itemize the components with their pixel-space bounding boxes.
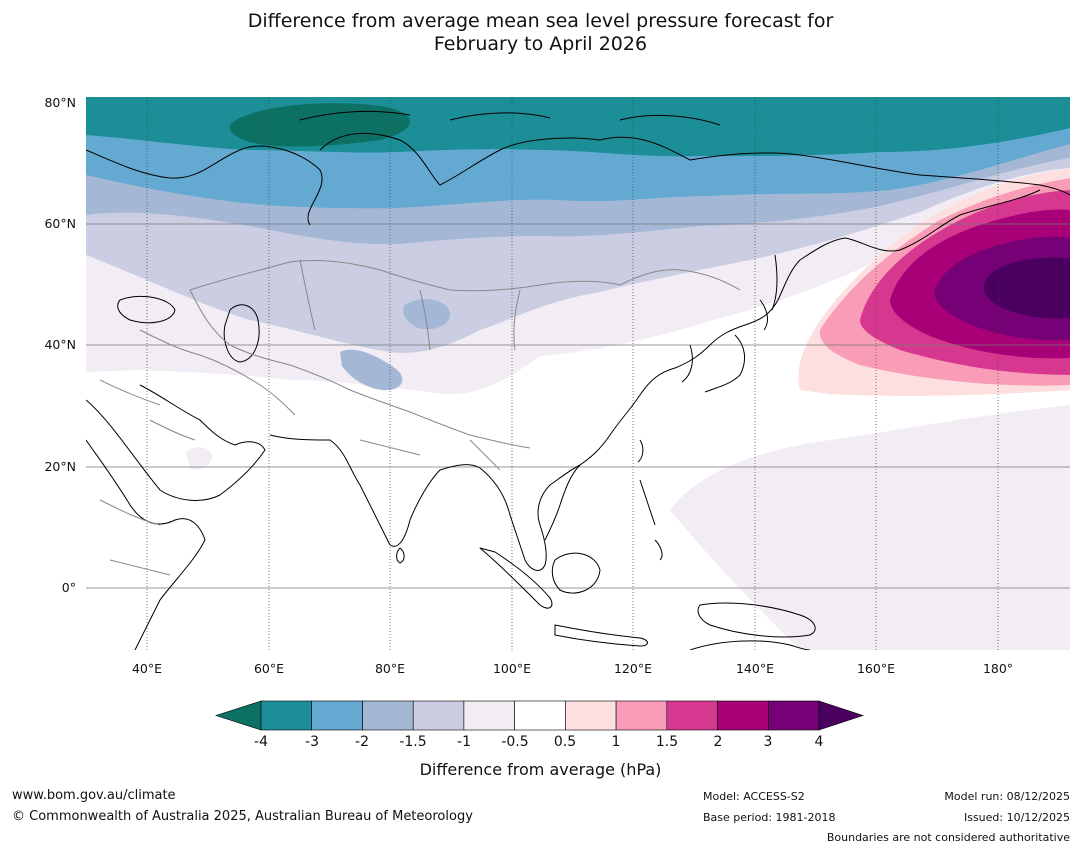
colorbar-swatch	[311, 700, 363, 731]
lon-label-80e: 80°E	[374, 661, 406, 676]
issued-date: Issued: 10/12/2025	[963, 811, 1070, 824]
contour-patch-mongolia	[403, 299, 451, 330]
meridians	[146, 97, 999, 650]
colorbar-title: Difference from average (hPa)	[419, 760, 662, 779]
lon-label-160e: 160°E	[856, 661, 895, 676]
contour-patch-arabia	[186, 447, 212, 470]
contour-patch-tibet	[340, 349, 403, 391]
colorbar-tick: 3	[763, 734, 773, 750]
colorbar-swatch	[514, 700, 566, 731]
colorbar-swatch	[412, 700, 465, 731]
colorbar-tick: -3	[305, 734, 319, 750]
boundaries-disclaimer: Boundaries are not considered authoritat…	[826, 831, 1070, 844]
chart-title: Difference from average mean sea level p…	[0, 10, 1081, 56]
colorbar-tick: 0.5	[553, 734, 577, 750]
lat-label-80n: 80°N	[44, 95, 76, 110]
colorbar-swatch	[463, 700, 515, 731]
copyright-text: © Commonwealth of Australia 2025, Austra…	[12, 809, 473, 824]
colorbar-tick: 1.5	[655, 734, 679, 750]
colorbar-tick: -1.5	[399, 734, 427, 750]
colorbar-tick: -4	[254, 734, 268, 750]
colorbar-tick: -0.5	[501, 734, 529, 750]
lat-label-40n: 40°N	[44, 337, 76, 352]
lon-label-180: 180°	[982, 661, 1014, 676]
title-line-1: Difference from average mean sea level p…	[247, 10, 834, 32]
colorbar-swatch	[260, 700, 313, 731]
website-link[interactable]: www.bom.gov.au/climate	[12, 788, 176, 803]
colorbar	[215, 700, 864, 731]
colorbar-swatch	[767, 700, 820, 731]
lon-label-40e: 40°E	[131, 661, 163, 676]
title-line-2: February to April 2026	[433, 33, 648, 55]
contour-band-darkteal	[229, 103, 410, 147]
lon-label-100e: 100°E	[492, 661, 531, 676]
lat-label-20n: 20°N	[44, 459, 76, 474]
lon-label-120e: 120°E	[613, 661, 652, 676]
colorbar-extend-low	[215, 700, 262, 731]
colorbar-tick: -2	[355, 734, 369, 750]
colorbar-swatch	[362, 700, 414, 731]
base-period: Base period: 1981-2018	[703, 811, 836, 824]
colorbar-swatch	[565, 700, 617, 731]
country-borders	[99, 259, 741, 576]
colorbar-swatch	[615, 700, 668, 731]
lon-label-60e: 60°E	[253, 661, 285, 676]
colorbar-tick: 1	[611, 734, 621, 750]
colorbar-tick: 4	[814, 734, 824, 750]
colorbar-extend-high	[818, 700, 864, 731]
lon-label-140e: 140°E	[735, 661, 774, 676]
colorbar-swatch	[666, 700, 718, 731]
lat-label-60n: 60°N	[44, 216, 76, 231]
colorbar-swatch	[717, 700, 769, 731]
coastlines	[86, 110, 1070, 650]
colorbar-tick: -1	[457, 734, 471, 750]
model-run-date: Model run: 08/12/2025	[944, 790, 1070, 803]
lat-label-0: 0°	[61, 580, 76, 595]
contour-band-tropics	[670, 405, 1070, 650]
colorbar-tick: 2	[713, 734, 723, 750]
model-name: Model: ACCESS-S2	[703, 790, 805, 803]
contour-band-dark-purple	[983, 257, 1070, 319]
